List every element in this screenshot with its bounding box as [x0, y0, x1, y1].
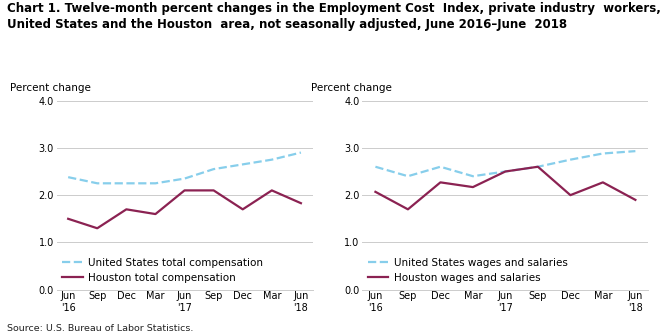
Legend: United States wages and salaries, Houston wages and salaries: United States wages and salaries, Housto… — [368, 258, 567, 283]
Text: Percent change: Percent change — [311, 83, 392, 93]
Text: Chart 1. Twelve-month percent changes in the Employment Cost  Index, private ind: Chart 1. Twelve-month percent changes in… — [7, 2, 660, 31]
Text: Percent change: Percent change — [11, 83, 91, 93]
Legend: United States total compensation, Houston total compensation: United States total compensation, Housto… — [62, 258, 263, 283]
Text: Source: U.S. Bureau of Labor Statistics.: Source: U.S. Bureau of Labor Statistics. — [7, 324, 193, 333]
